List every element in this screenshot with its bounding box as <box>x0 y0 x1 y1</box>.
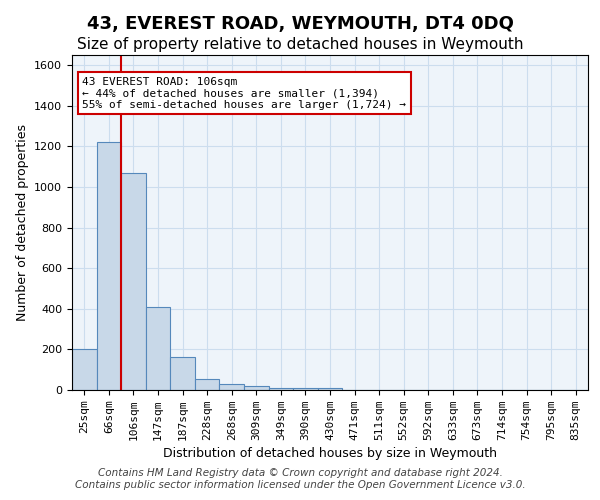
Bar <box>72 350 97 390</box>
Text: Size of property relative to detached houses in Weymouth: Size of property relative to detached ho… <box>77 38 523 52</box>
Text: 43, EVEREST ROAD, WEYMOUTH, DT4 0DQ: 43, EVEREST ROAD, WEYMOUTH, DT4 0DQ <box>86 15 514 33</box>
Bar <box>97 142 121 390</box>
Bar <box>220 384 244 390</box>
Bar <box>269 388 293 390</box>
Bar <box>121 173 146 390</box>
Bar <box>244 386 269 390</box>
Bar <box>318 388 342 390</box>
Bar <box>170 356 195 390</box>
Text: Contains HM Land Registry data © Crown copyright and database right 2024.
Contai: Contains HM Land Registry data © Crown c… <box>74 468 526 490</box>
Bar <box>293 388 318 390</box>
X-axis label: Distribution of detached houses by size in Weymouth: Distribution of detached houses by size … <box>163 447 497 460</box>
Text: 43 EVEREST ROAD: 106sqm
← 44% of detached houses are smaller (1,394)
55% of semi: 43 EVEREST ROAD: 106sqm ← 44% of detache… <box>82 77 406 110</box>
Y-axis label: Number of detached properties: Number of detached properties <box>16 124 29 321</box>
Bar <box>146 307 170 390</box>
Bar <box>195 379 220 390</box>
